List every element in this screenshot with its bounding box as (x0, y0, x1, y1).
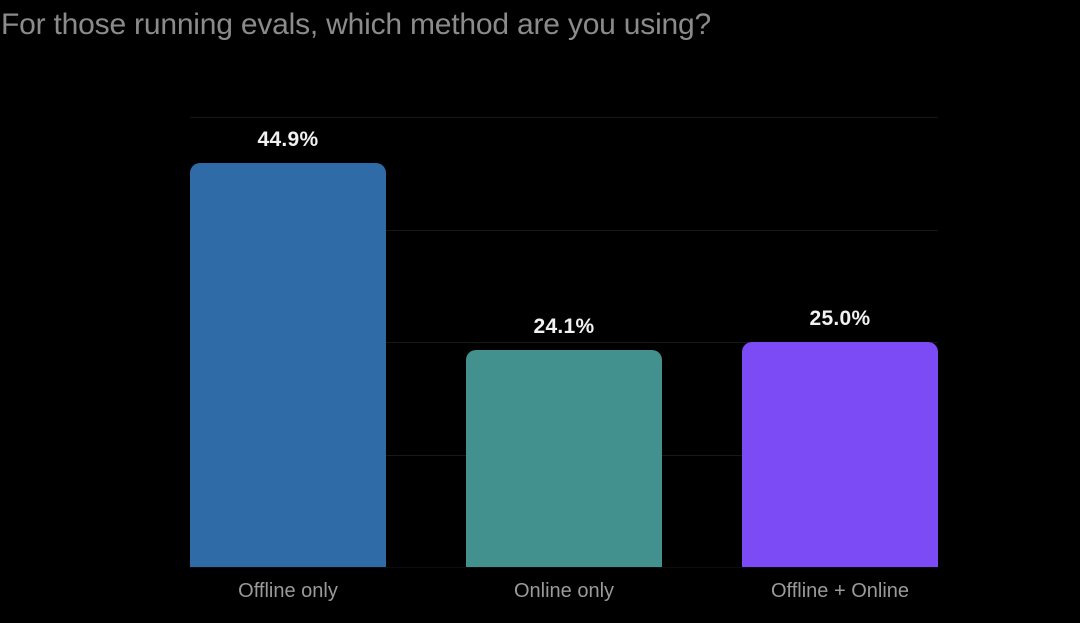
bar-online-only[interactable] (466, 350, 662, 567)
category-label-offline-only: Offline only (238, 580, 338, 602)
category-label-online-only: Online only (513, 580, 615, 602)
bar-offline-plus-online[interactable] (742, 342, 938, 567)
value-label-offline-only: 44.9% (257, 127, 319, 151)
bar-group-online-only: 24.1% Online only (466, 117, 662, 602)
bar-group-offline-plus-online: 25.0% Offline + Online (742, 117, 938, 602)
bar-group-offline-only: 44.9% Offline only (190, 117, 386, 602)
chart-title: For those running evals, which method ar… (1, 8, 712, 41)
gridline-37-5pct (190, 229, 938, 231)
bar-offline-only[interactable] (190, 162, 386, 567)
value-label-offline-plus-online: 25.0% (809, 307, 871, 330)
value-label-online-only: 24.1% (533, 315, 595, 339)
gridline-baseline (190, 567, 938, 568)
gridline-25pct (190, 342, 938, 343)
category-label-offline-plus-online: Offline + Online (770, 580, 910, 602)
gridline-50pct (190, 117, 938, 118)
bar-series: 44.9% Offline only 24.1% Online only 25.… (190, 117, 938, 602)
plot-area: 44.9% Offline only 24.1% Online only 25.… (190, 117, 938, 602)
